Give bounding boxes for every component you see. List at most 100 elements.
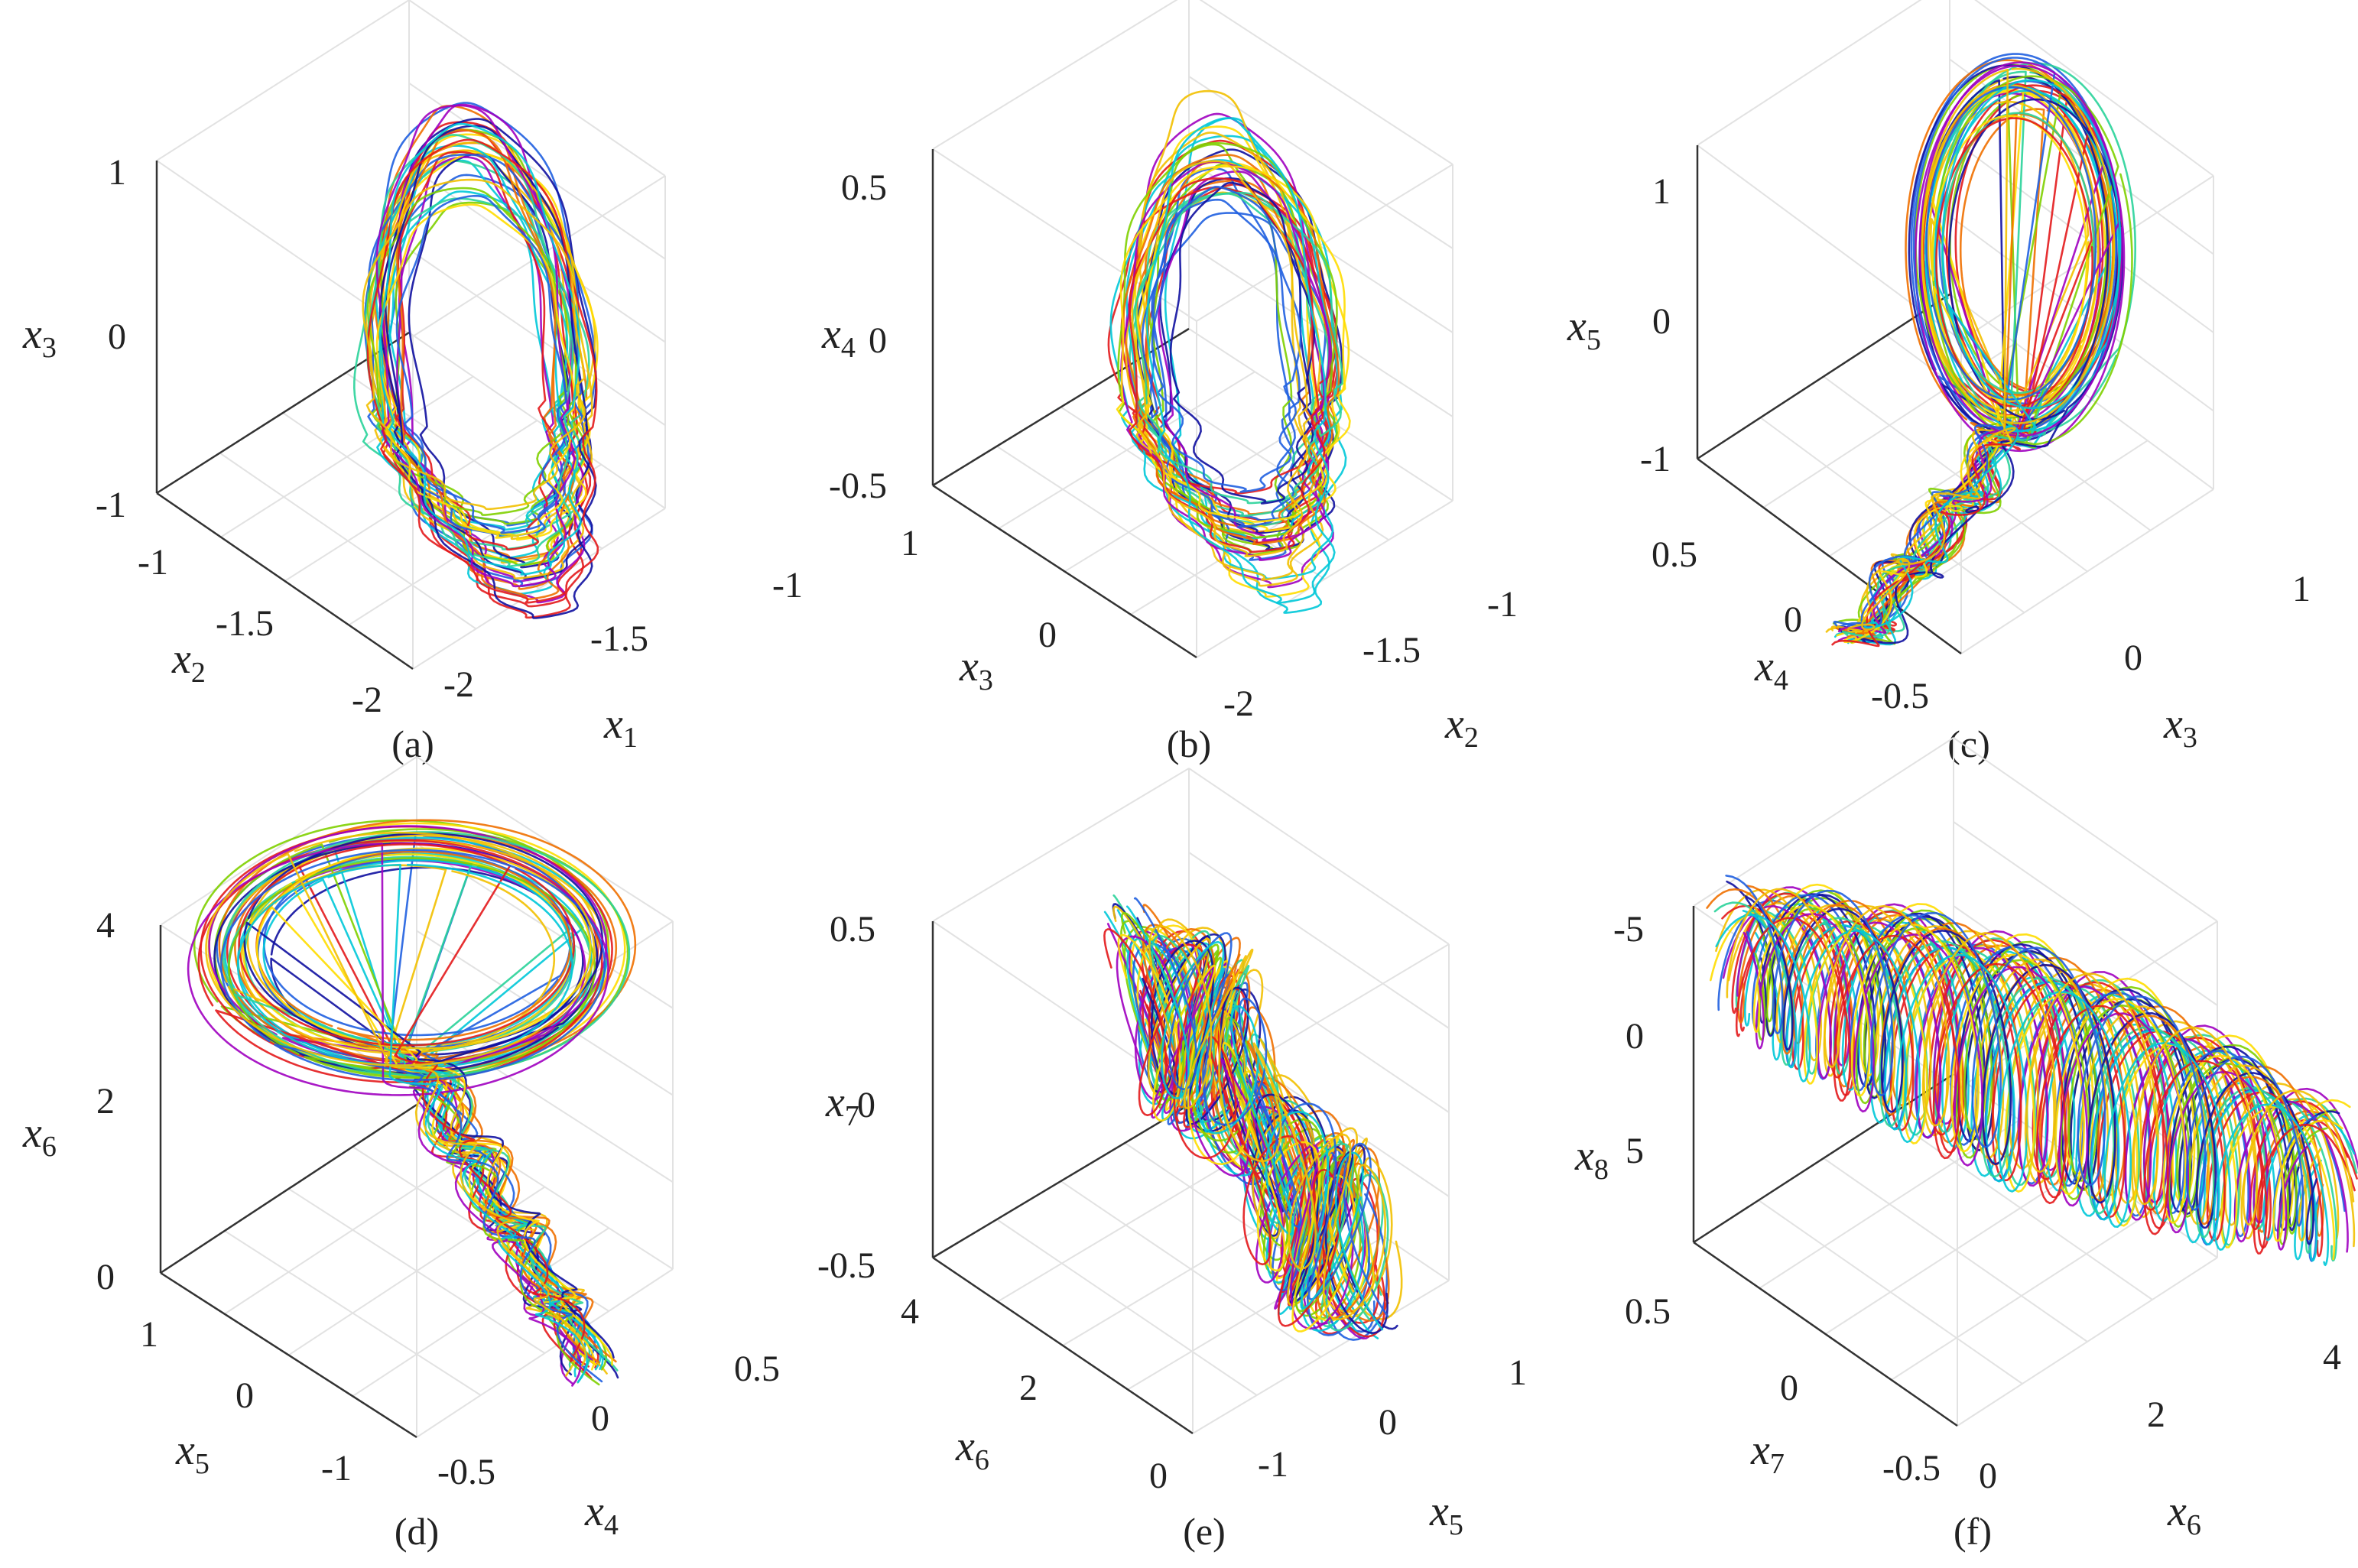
box-edge	[408, 0, 666, 177]
y-tick-label: 0.5	[1625, 1291, 1671, 1332]
trajectory-line	[1131, 160, 1308, 557]
x-tick-label: 0	[1979, 1456, 1997, 1496]
z-axis-label: x3	[22, 310, 57, 364]
x-axis-label: x6	[2167, 1488, 2201, 1541]
trajectory-line	[205, 831, 596, 1367]
z-tick-label: 5	[1626, 1131, 1644, 1171]
panel-0: -2 -1.5 -1 -2 -1.5 -1 -1 0 1 x1 x2 x3 (a)	[22, 0, 803, 765]
y-axis-label: x7	[1750, 1427, 1785, 1480]
trajectories	[1706, 875, 2358, 1266]
panel-4: -1 0 1 0 2 4 -0.5 0 0.5 x5 x6 x7 (e)	[817, 768, 1527, 1553]
trajectory-line	[363, 102, 596, 587]
trajectory-line	[1746, 885, 2324, 1237]
trajectory-line	[366, 138, 599, 604]
y-tick-label: 1	[140, 1314, 158, 1355]
gridline	[1824, 1165, 2087, 1335]
gridline	[408, 165, 666, 343]
z-tick-label: 0	[869, 320, 887, 361]
box-edge	[1953, 737, 2218, 922]
trajectory-line	[1158, 170, 1326, 542]
trajectory-line	[1744, 903, 2356, 1242]
trajectory-line	[362, 178, 586, 511]
y-tick-label: 0	[1780, 1368, 1798, 1408]
gridline	[1891, 1211, 2152, 1381]
z-tick-label: -5	[1613, 909, 1644, 950]
y-tick-label: 0.5	[1652, 534, 1697, 575]
trajectory-line	[1752, 904, 2343, 1242]
gridline	[1895, 440, 2149, 606]
z-tick-label: 0	[857, 1085, 875, 1125]
panel-label: (e)	[1183, 1510, 1226, 1553]
z-tick-label: 0	[1652, 301, 1671, 342]
trajectory-line	[1134, 191, 1343, 505]
trajectory-line	[385, 125, 597, 619]
trajectory-line	[1727, 902, 2356, 1248]
trajectory-line	[378, 118, 597, 580]
trajectory-line	[1121, 911, 1360, 1313]
x-axis-line	[1697, 457, 1962, 655]
trajectories	[1825, 53, 2136, 648]
y-tick-label: 0	[1038, 615, 1057, 655]
x-tick-label: -1.5	[590, 618, 648, 659]
x-axis-label: x5	[1429, 1488, 1463, 1541]
gridline	[1188, 76, 1453, 249]
trajectory-line	[1125, 905, 1384, 1331]
trajectory-line	[1141, 198, 1301, 528]
x-tick-label: 0	[1379, 1402, 1397, 1443]
trajectory-line	[384, 190, 569, 531]
gridline	[1188, 244, 1453, 417]
x-tick-label: -2	[443, 664, 474, 705]
panel-5: 0 2 4 -0.5 0 0.5 -5 0 5 x6 x7 x8 (f)	[1574, 737, 2358, 1553]
trajectory-line	[238, 843, 586, 1362]
z-tick-label: 2	[96, 1081, 115, 1122]
trajectory-line	[369, 141, 593, 579]
box-edge	[932, 768, 1190, 922]
trajectory-line	[228, 857, 600, 1386]
panel-label: (f)	[1954, 1510, 1992, 1553]
x-tick-label: 0	[591, 1398, 609, 1439]
z-tick-label: 0	[1626, 1016, 1644, 1057]
x-axis-label: x4	[584, 1488, 619, 1541]
gridline	[1124, 1142, 1385, 1320]
y-axis-label: x4	[1754, 643, 1788, 696]
trajectory-line	[1726, 888, 2355, 1226]
y-tick-label: -0.5	[1871, 676, 1929, 716]
x-tick-label: 0.5	[734, 1349, 780, 1389]
z-tick-label: -0.5	[829, 466, 887, 506]
x-axis-label: x2	[1444, 700, 1479, 754]
box-edge	[1693, 737, 1954, 907]
trajectory-line	[1148, 925, 1387, 1320]
trajectory-line	[1151, 186, 1302, 493]
z-tick-label: 1	[1652, 171, 1671, 212]
trajectory-line	[1109, 159, 1339, 541]
trajectory-line	[220, 849, 606, 1383]
panel-label: (a)	[391, 722, 434, 765]
trajectory-line	[222, 831, 631, 1372]
y-axis-line	[1693, 1073, 1954, 1244]
trajectory-line	[208, 825, 608, 1363]
trajectory-line	[375, 203, 576, 539]
z-tick-label: -1	[1640, 439, 1671, 479]
x-tick-label: 2	[2147, 1394, 2165, 1435]
trajectory-line	[255, 850, 600, 1364]
trajectory-line	[1159, 177, 1314, 534]
z-axis-label: x8	[1574, 1132, 1609, 1186]
box-edge	[416, 756, 674, 922]
trajectory-line	[408, 152, 573, 569]
x-tick-label: 0	[2124, 638, 2142, 678]
box-edge	[1974, 0, 2214, 177]
z-tick-label: 0.5	[841, 167, 887, 208]
gridline	[1949, 137, 2214, 333]
gridline	[416, 930, 674, 1096]
y-axis-label: x6	[955, 1423, 989, 1476]
panel-label: (d)	[395, 1510, 439, 1553]
panel-1: -2 -1.5 -1 0 1 -0.5 0 0.5 x2 x3 x4 (b)	[821, 0, 1518, 765]
x-tick-label: 1	[2292, 569, 2311, 609]
x-tick-label: -2	[1223, 683, 1254, 724]
z-tick-label: 0.5	[830, 909, 875, 950]
x-axis-line	[932, 1256, 1194, 1435]
x-tick-label: -1	[1258, 1444, 1288, 1485]
gridline	[1130, 456, 1388, 615]
